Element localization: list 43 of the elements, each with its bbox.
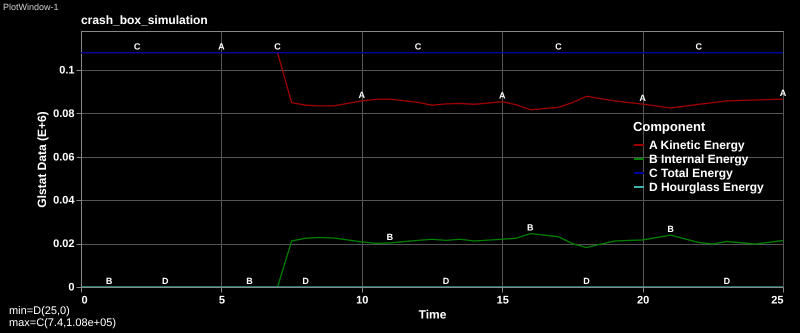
y-tick-label: 0.02 (53, 238, 74, 250)
legend-label: D Hourglass Energy (649, 180, 764, 194)
annotation: D (162, 276, 169, 286)
y-tick-label: 0.1 (59, 64, 74, 77)
chart-title: crash_box_simulation (81, 13, 208, 27)
annotation: B (667, 224, 674, 234)
annotation: A (639, 93, 646, 104)
annotation: B (527, 222, 534, 233)
x-tick-label: 10 (356, 294, 368, 306)
x-tick-label: 5 (218, 294, 225, 306)
annotation: B (246, 276, 254, 286)
legend-label: B Internal Energy (649, 152, 749, 166)
annotation: D (442, 276, 450, 286)
annotation: C (274, 42, 282, 52)
y-tick-label: 0.06 (53, 151, 74, 164)
x-tick-label: 25 (771, 294, 784, 306)
annotation: B (106, 276, 113, 286)
legend-label: C Total Energy (649, 166, 734, 180)
annotation: A (218, 42, 226, 52)
annotation: D (302, 276, 310, 286)
annotation: C (555, 42, 562, 52)
y-axis-title: Glstat Data (E+6) (35, 111, 50, 208)
x-tick-label: 0 (82, 294, 88, 306)
annotation: C (414, 42, 422, 52)
y-tick-label: 0.08 (53, 108, 74, 120)
text: min=D(25,0) (9, 305, 70, 317)
annotation: C (134, 42, 141, 52)
y-tick-label: 0.04 (53, 194, 76, 207)
x-tick-label: 15 (496, 294, 509, 306)
annotation: A (498, 90, 506, 101)
text: max=C(7.4,1.08e+05) (9, 317, 116, 329)
text: PlotWindow-1 (3, 2, 59, 12)
x-axis-title: Time (418, 308, 447, 322)
annotation: C (696, 42, 703, 52)
y-tick-label: 0 (68, 282, 74, 294)
annotation: D (724, 276, 731, 286)
legend-label: A Kinetic Energy (649, 138, 745, 152)
annotation: A (780, 88, 787, 98)
annotation: A (358, 90, 366, 100)
x-tick-label: 20 (636, 294, 650, 306)
annotation: B (386, 232, 394, 242)
annotation: D (583, 276, 590, 286)
legend-title: Component (633, 119, 706, 134)
